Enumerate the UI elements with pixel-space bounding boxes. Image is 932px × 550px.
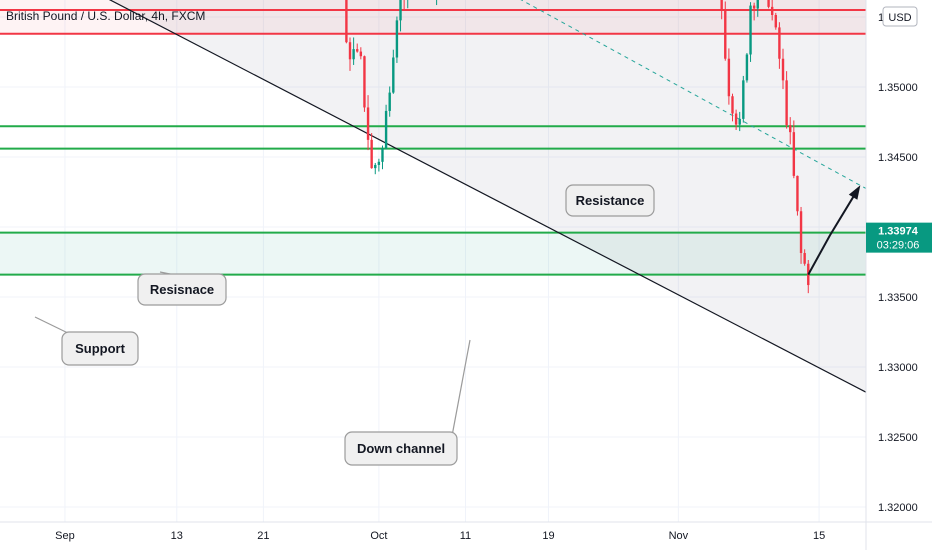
currency-badge[interactable]: USD	[882, 6, 918, 27]
candle-body	[792, 132, 796, 176]
time-axis-labels[interactable]: Sep 13 21 Oct 11 19 Nov 15	[55, 530, 825, 542]
time-tick-label: 19	[542, 530, 554, 542]
candle-body	[384, 110, 388, 149]
price-axis-labels[interactable]: 1.320001.325001.330001.335001.340001.345…	[878, 0, 918, 514]
candle-body	[774, 15, 777, 28]
callout-resistance-text: Resistance	[576, 193, 645, 208]
candles-group	[345, 0, 810, 294]
candle-body	[724, 10, 727, 59]
candle-body	[366, 107, 370, 140]
grid-lines-vertical	[64, 0, 820, 522]
candle-body	[767, 0, 770, 7]
bar-countdown: 03:29:06	[877, 240, 920, 252]
candle-body	[731, 96, 734, 114]
candle-body	[789, 125, 792, 133]
candle-body	[734, 113, 738, 125]
candle-body	[742, 80, 745, 119]
candle-body	[738, 118, 741, 125]
candle-body	[392, 57, 395, 93]
callout-resistance[interactable]: Resistance	[565, 184, 655, 217]
price-tick-label: 1.35000	[878, 82, 918, 94]
chart-title: British Pound / U.S. Dollar, 4h, FXCM	[6, 9, 205, 23]
candle-body	[756, 0, 759, 9]
currency-label: USD	[888, 12, 911, 24]
callout-down-channel[interactable]: Down channel	[344, 339, 471, 466]
candle-body	[363, 56, 366, 108]
last-price-value: 1.33974	[878, 226, 919, 238]
time-tick-label: Nov	[669, 530, 689, 542]
callout-down-channel-text: Down channel	[357, 441, 445, 456]
candle-body	[352, 49, 355, 60]
time-tick-label: Sep	[55, 530, 75, 542]
candle-body	[388, 92, 391, 111]
candle-body	[749, 5, 752, 55]
candle-body	[345, 0, 348, 43]
callout-support[interactable]: Support	[34, 316, 139, 366]
candle-body	[348, 42, 352, 60]
candle-body	[770, 6, 774, 16]
candle-body	[799, 211, 803, 253]
candle-body	[370, 139, 373, 169]
candle-body	[377, 161, 381, 165]
candle-body	[395, 20, 399, 58]
callout-resisnace[interactable]: Resisnace	[137, 271, 227, 306]
candle-body	[781, 58, 785, 81]
projection-arrow[interactable]	[807, 187, 860, 276]
time-tick-label: 21	[257, 530, 269, 542]
channel-lower-line[interactable]	[0, 0, 867, 393]
candle-body	[399, 0, 402, 21]
time-tick-label: 13	[171, 530, 183, 542]
callout-support-leader	[34, 316, 73, 336]
candle-body	[745, 54, 749, 81]
time-tick-label: 11	[460, 530, 471, 542]
price-tick-label: 1.33500	[878, 292, 918, 304]
candle-body	[727, 58, 731, 97]
callout-down-channel-leader	[451, 339, 471, 437]
candle-body	[381, 148, 384, 162]
candle-body	[356, 49, 359, 52]
candle-body	[778, 27, 781, 59]
price-tick-label: 1.33000	[878, 362, 918, 374]
candle-body	[803, 252, 806, 264]
candle-body	[796, 175, 799, 212]
price-tick-label: 1.32000	[878, 502, 918, 514]
price-tick-label: 1.32500	[878, 432, 918, 444]
projection-arrow-head	[848, 185, 861, 200]
time-tick-label: Oct	[370, 530, 387, 542]
time-tick-label: 15	[813, 530, 825, 542]
candle-body	[785, 80, 788, 126]
callout-support-text: Support	[75, 341, 125, 356]
candle-body	[359, 51, 363, 57]
support-zone-fill	[0, 232, 866, 275]
candle-body	[374, 164, 377, 169]
candle-body	[752, 5, 756, 9]
candle-body	[720, 0, 723, 11]
callout-resisnace-text: Resisnace	[150, 282, 214, 297]
last-price-tag[interactable]: 1.33974 03:29:06	[866, 222, 932, 253]
price-tick-label: 1.34500	[878, 152, 918, 164]
